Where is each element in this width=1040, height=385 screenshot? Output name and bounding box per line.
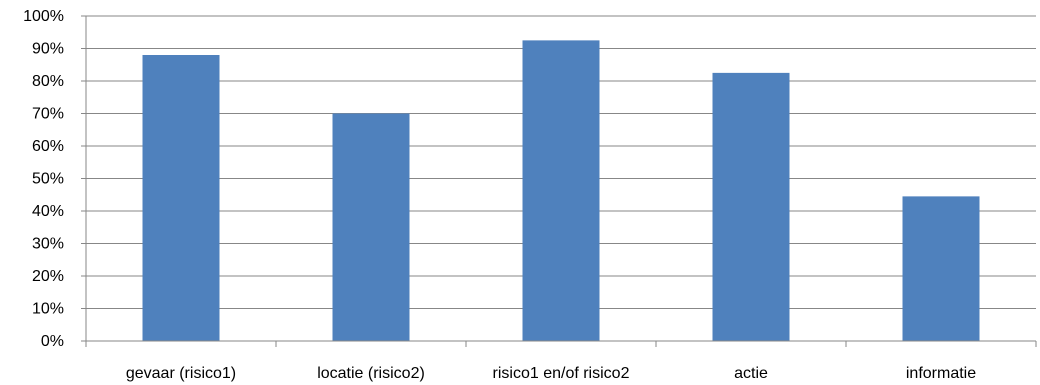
bar — [712, 72, 790, 341]
y-tick-label: 90% — [32, 41, 64, 58]
x-category-label: locatie (risico2) — [317, 365, 425, 382]
y-tick-label: 50% — [32, 171, 64, 188]
bar — [332, 113, 410, 341]
y-tick-label: 100% — [23, 8, 64, 25]
x-category-label: informatie — [906, 365, 976, 382]
y-tick-label: 20% — [32, 268, 64, 285]
bars — [142, 40, 980, 341]
y-tick-label: 80% — [32, 73, 64, 90]
axes — [81, 15, 1037, 347]
y-tick-label: 10% — [32, 301, 64, 318]
y-tick-labels: 0% 10% 20% 30% 40% 50% 60% 70% 80% 90% 100% — [23, 8, 64, 350]
y-tick-label: 60% — [32, 138, 64, 155]
x-category-label: gevaar (risico1) — [126, 365, 236, 382]
y-tick-label: 70% — [32, 106, 64, 123]
bar — [902, 196, 980, 341]
bar — [142, 55, 220, 341]
x-category-label: risico1 en/of risico2 — [493, 365, 630, 382]
x-category-label: actie — [734, 365, 768, 382]
y-tick-label: 30% — [32, 236, 64, 253]
bar — [522, 40, 600, 341]
y-tick-label: 0% — [41, 333, 64, 350]
y-tick-label: 40% — [32, 203, 64, 220]
x-category-labels: gevaar (risico1) locatie (risico2) risico1… — [126, 365, 976, 382]
